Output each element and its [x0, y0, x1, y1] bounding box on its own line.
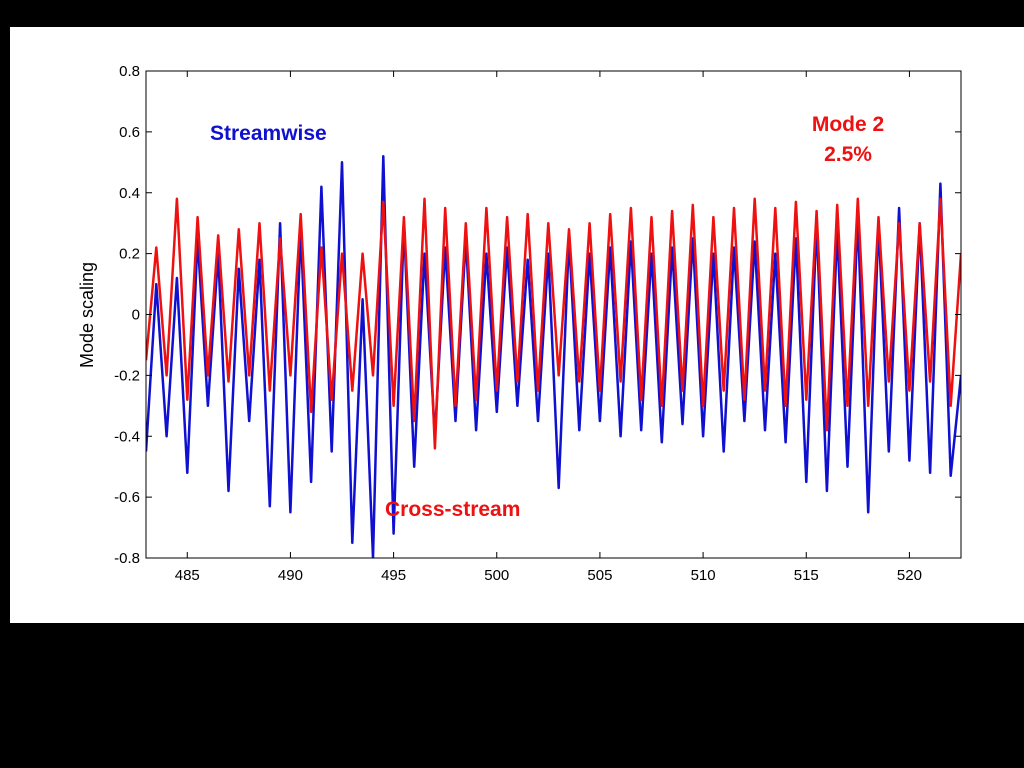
y-tick-label: 0.6	[119, 124, 140, 141]
y-tick-label: 0.8	[119, 63, 140, 80]
x-tick-label: 490	[278, 567, 303, 584]
y-tick-label: -0.6	[114, 489, 140, 506]
x-tick-label: 505	[587, 567, 612, 584]
axis-ticks: 485 490 495 500 505 510 515 520 0.8 0.6 0.4 0.2 0 -0.…	[114, 63, 961, 584]
mode-label-line1: Mode 2	[812, 113, 884, 136]
y-tick-label: 0.2	[119, 246, 140, 263]
streamwise-label: Streamwise	[210, 122, 327, 145]
y-tick-label: 0	[132, 307, 140, 324]
x-tick-label: 500	[484, 567, 509, 584]
cross-stream-label: Cross-stream	[385, 498, 520, 521]
mode-label-line2: 2.5%	[824, 143, 872, 166]
y-tick-label: -0.8	[114, 550, 140, 567]
plot-area	[146, 154, 961, 558]
y-tick-label: -0.4	[114, 428, 140, 445]
x-tick-label: 510	[691, 567, 716, 584]
y-tick-label: -0.2	[114, 367, 140, 384]
y-axis-title: Mode scaling	[77, 262, 97, 368]
x-tick-label: 520	[897, 567, 922, 584]
x-tick-label: 495	[381, 567, 406, 584]
line-chart: 485 490 495 500 505 510 515 520 0.8 0.6 0.4 0.2 0 -0.…	[77, 63, 962, 584]
x-tick-label: 515	[794, 567, 819, 584]
y-tick-label: 0.4	[119, 185, 140, 202]
x-tick-label: 485	[175, 567, 200, 584]
figure-panel: 485 490 495 500 505 510 515 520 0.8 0.6 0.4 0.2 0 -0.…	[10, 27, 1024, 623]
series-line-2	[146, 197, 961, 450]
